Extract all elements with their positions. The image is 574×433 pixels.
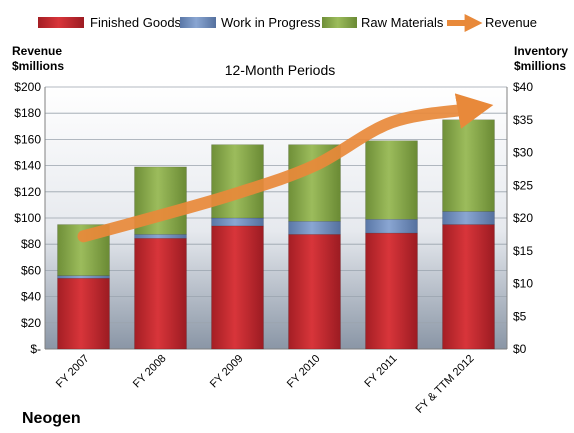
right-axis-title-line1: Inventory [514, 44, 568, 58]
bars-layer [57, 119, 495, 350]
category-label: FY 2009 [208, 353, 246, 391]
bar-segment-finished-goods [288, 234, 341, 350]
left-tick-label: $160 [14, 132, 41, 146]
right-tick-label: $0 [513, 342, 527, 356]
right-axis-ticks: $0 $5 $10 $15 $20 $25 $30 $35 $40 [513, 80, 533, 356]
legend: Finished Goods Work in Progress Raw Mate… [38, 14, 537, 32]
bar-segment-finished-goods [57, 278, 110, 350]
category-label: FY & TTM 2012 [414, 353, 477, 416]
company-name: Neogen [22, 410, 81, 427]
revenue-line-layer [77, 93, 494, 243]
right-tick-label: $20 [513, 211, 533, 225]
right-tick-label: $40 [513, 80, 533, 94]
revenue-line [77, 93, 494, 243]
left-tick-label: $120 [14, 185, 41, 199]
bar-segment-work-in-progress [442, 211, 495, 225]
left-axis-title-line2: $millions [12, 59, 64, 73]
left-tick-label: $140 [14, 159, 41, 173]
legend-swatch-raw-materials [322, 17, 357, 28]
left-tick-label: $80 [21, 237, 41, 251]
left-tick-label: $60 [21, 263, 41, 277]
category-label: FY 2010 [285, 353, 323, 391]
right-tick-label: $35 [513, 113, 533, 127]
category-label: FY 2007 [54, 353, 92, 391]
left-axis-ticks: $- $20 $40 $60 $80 $100 $120 $140 $160 $180 $200 [14, 80, 41, 356]
legend-swatch-finished-goods [38, 17, 84, 28]
right-tick-label: $15 [513, 244, 533, 258]
left-tick-label: $180 [14, 106, 41, 120]
category-label: FY 2011 [362, 353, 399, 390]
left-tick-label: $200 [14, 80, 41, 94]
left-tick-label: $- [30, 342, 41, 356]
legend-swatch-work-in-progress [180, 17, 216, 28]
right-tick-label: $25 [513, 178, 533, 192]
bar-segment-work-in-progress [211, 217, 264, 227]
bar-segment-raw-materials [134, 166, 187, 235]
right-tick-label: $10 [513, 277, 533, 291]
legend-label-finished-goods: Finished Goods [90, 15, 182, 30]
bar-segment-work-in-progress [57, 275, 110, 279]
left-tick-label: $20 [21, 316, 41, 330]
bar-segment-finished-goods [211, 225, 264, 350]
bar-segment-work-in-progress [288, 221, 341, 235]
legend-label-revenue: Revenue [485, 15, 537, 30]
category-labels: FY 2007 FY 2008 FY 2009 FY 2010 FY 2011 FY & … [54, 353, 477, 416]
bar-segment-raw-materials [442, 119, 495, 212]
left-axis-title-line1: Revenue [12, 44, 62, 58]
bar-segment-work-in-progress [365, 219, 418, 234]
left-tick-label: $100 [14, 211, 41, 225]
bar-segment-finished-goods [134, 238, 187, 350]
chart-title: 12-Month Periods [225, 62, 336, 78]
bar-segment-work-in-progress [134, 234, 187, 239]
legend-label-raw-materials: Raw Materials [361, 15, 444, 30]
right-tick-label: $5 [513, 309, 527, 323]
bar-segment-raw-materials [365, 140, 418, 220]
legend-label-work-in-progress: Work in Progress [221, 15, 321, 30]
right-axis-title-line2: $millions [514, 59, 566, 73]
right-tick-label: $30 [513, 146, 533, 160]
category-label: FY 2008 [131, 353, 169, 391]
left-tick-label: $40 [21, 290, 41, 304]
bar-segment-finished-goods [365, 232, 418, 350]
bar-segment-finished-goods [442, 224, 495, 350]
